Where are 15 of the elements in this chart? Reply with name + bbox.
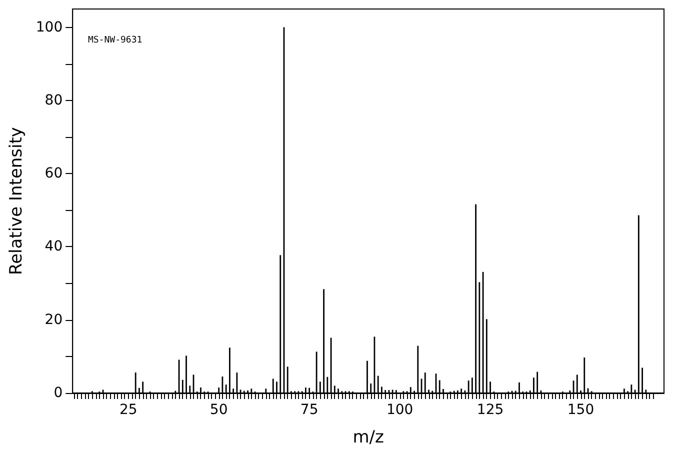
y-tick-label: 40 bbox=[44, 238, 63, 255]
x-tick-label: 125 bbox=[476, 402, 504, 418]
y-tick-label: 20 bbox=[44, 312, 63, 328]
annotation: MS-NW-9631 bbox=[88, 36, 142, 46]
x-tick-label: 25 bbox=[119, 402, 138, 418]
x-tick-label: 150 bbox=[567, 402, 594, 418]
y-tick-label: 80 bbox=[44, 92, 63, 108]
y-axis-title: Relative Intensity bbox=[6, 127, 26, 275]
y-tick-label: 0 bbox=[54, 385, 63, 401]
y-tick-label: 100 bbox=[36, 19, 63, 36]
x-tick-label: 50 bbox=[210, 402, 228, 418]
y-tick-label: 60 bbox=[44, 166, 63, 182]
x-tick-label: 75 bbox=[300, 402, 318, 418]
x-axis-title: m/z bbox=[352, 428, 384, 448]
x-tick-label: 100 bbox=[386, 402, 414, 418]
